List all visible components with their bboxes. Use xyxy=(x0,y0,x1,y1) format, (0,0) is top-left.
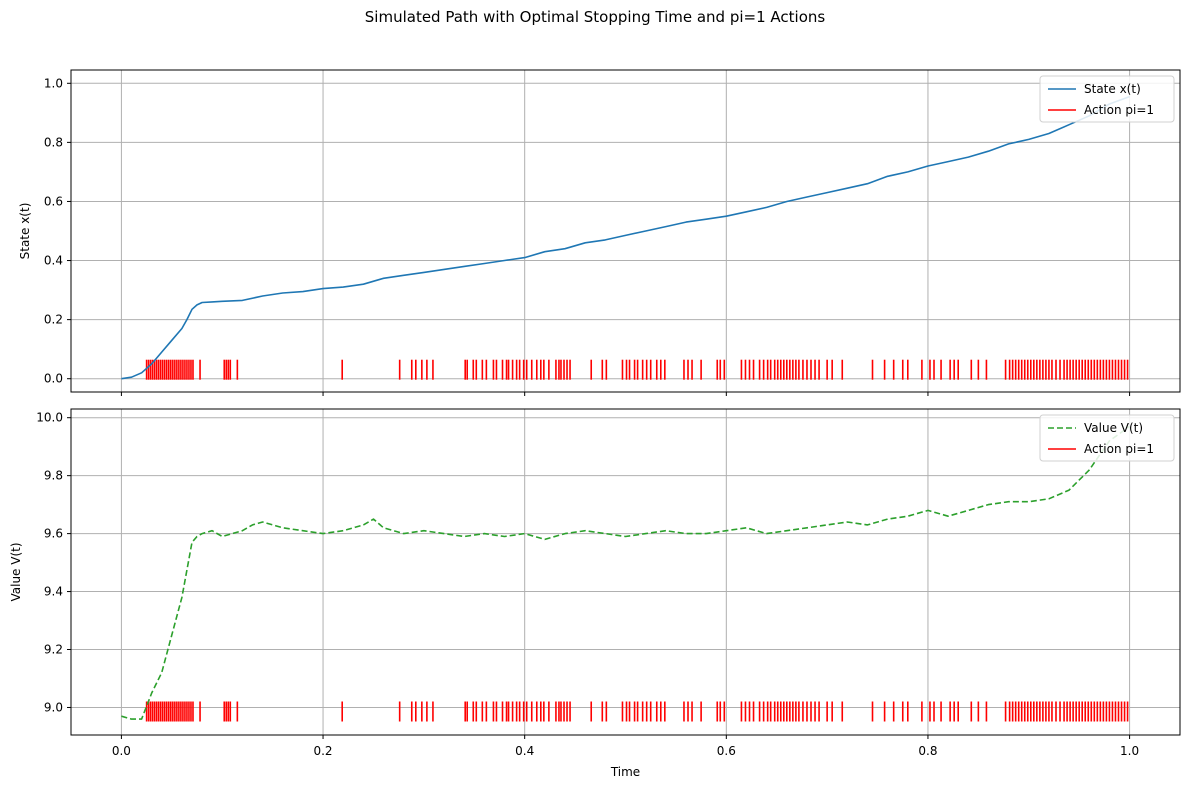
y-tick-label: 1.0 xyxy=(44,76,63,90)
legend-label: Value V(t) xyxy=(1084,421,1143,435)
y-tick-label: 9.6 xyxy=(44,527,63,541)
y-tick-label: 0.2 xyxy=(44,313,63,327)
value-panel: 0.0 0.2 0.4 0.6 0.8 1.0 9.0 9.2 9.4 9.6 9.8 10.0 Val… xyxy=(9,408,1181,779)
y-tick-label: 0.8 xyxy=(44,135,63,149)
x-tick-label: 1.0 xyxy=(1120,744,1139,758)
y-axis-label: State x(t) xyxy=(18,203,32,260)
x-tick-label: 0.2 xyxy=(313,744,332,758)
x-tick-label: 0.8 xyxy=(918,744,937,758)
y-tick-label: 0.6 xyxy=(44,194,63,208)
y-axis-label: Value V(t) xyxy=(9,542,23,601)
state-line xyxy=(121,95,1130,380)
y-tick-label: 9.4 xyxy=(44,585,63,599)
x-tick-label: 0.0 xyxy=(112,744,131,758)
legend: Value V(t) Action pi=1 xyxy=(1039,414,1175,462)
y-tick-label: 0.0 xyxy=(44,372,63,386)
y-tick-label: 10.0 xyxy=(36,411,63,425)
legend: State x(t) Action pi=1 xyxy=(1039,75,1175,123)
state-panel: 0.0 0.2 0.4 0.6 0.8 1.0 State x(t) State x(t) Ac… xyxy=(18,69,1181,396)
figure-title: Simulated Path with Optimal Stopping Tim… xyxy=(365,8,826,26)
x-tick-label: 0.6 xyxy=(717,744,736,758)
value-line xyxy=(121,425,1131,720)
y-tick-label: 9.0 xyxy=(44,700,63,714)
y-tick-label: 9.8 xyxy=(44,469,63,483)
y-tick-label: 0.4 xyxy=(44,254,63,268)
legend-label: State x(t) xyxy=(1084,82,1141,96)
axes-frame xyxy=(70,69,1181,393)
axes-frame xyxy=(70,408,1181,736)
legend-label: Action pi=1 xyxy=(1084,442,1154,456)
x-axis-label: Time xyxy=(610,765,640,779)
y-tick-label: 9.2 xyxy=(44,643,63,657)
x-tick-label: 0.4 xyxy=(515,744,534,758)
legend-label: Action pi=1 xyxy=(1084,103,1154,117)
